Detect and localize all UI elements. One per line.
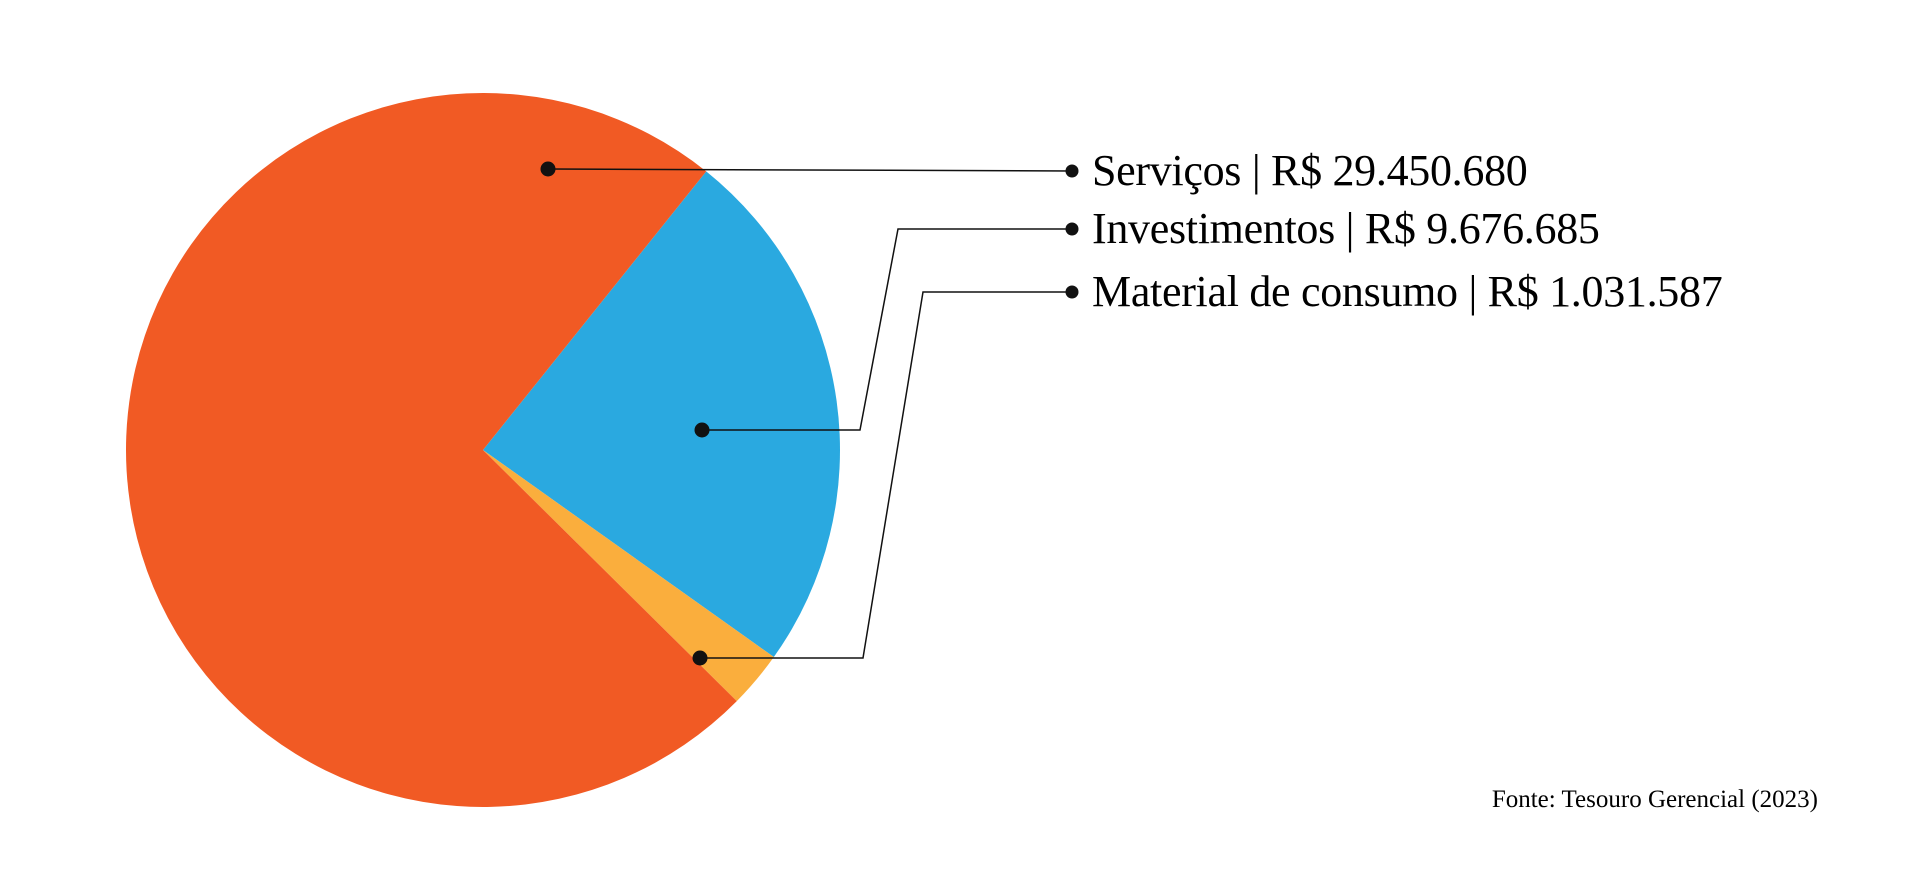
label-bullet-servicos: [1065, 164, 1079, 178]
label-bullet-investimentos: [1065, 222, 1079, 236]
source-note: Fonte: Tesouro Gerencial (2023): [1491, 786, 1818, 813]
leader-line-servicos: [547, 168, 1073, 172]
pie-slice-material-de-consumo: [483, 450, 774, 702]
pie-slice-servicos: [125, 93, 737, 808]
slice-anchor-dot-material-de-consumo: [692, 650, 708, 666]
leader-dots: [540, 161, 1079, 666]
slice-label-material-de-consumo: Material de consumo | R$ 1.031.587: [1092, 267, 1723, 316]
slice-anchor-dot-investimentos: [694, 422, 710, 438]
leader-line-investimentos: [702, 228, 1072, 431]
label-bullet-material-de-consumo: [1065, 285, 1079, 299]
pie-slice-investimentos: [483, 171, 840, 658]
slice-label-investimentos: Investimentos | R$ 9.676.685: [1092, 204, 1600, 253]
leader-lines: [547, 168, 1073, 659]
slice-anchor-dot-servicos: [540, 161, 556, 177]
slice-label-servicos: Serviços | R$ 29.450.680: [1092, 146, 1528, 195]
pie-slices: [125, 93, 840, 808]
leader-line-material-de-consumo: [700, 291, 1072, 659]
